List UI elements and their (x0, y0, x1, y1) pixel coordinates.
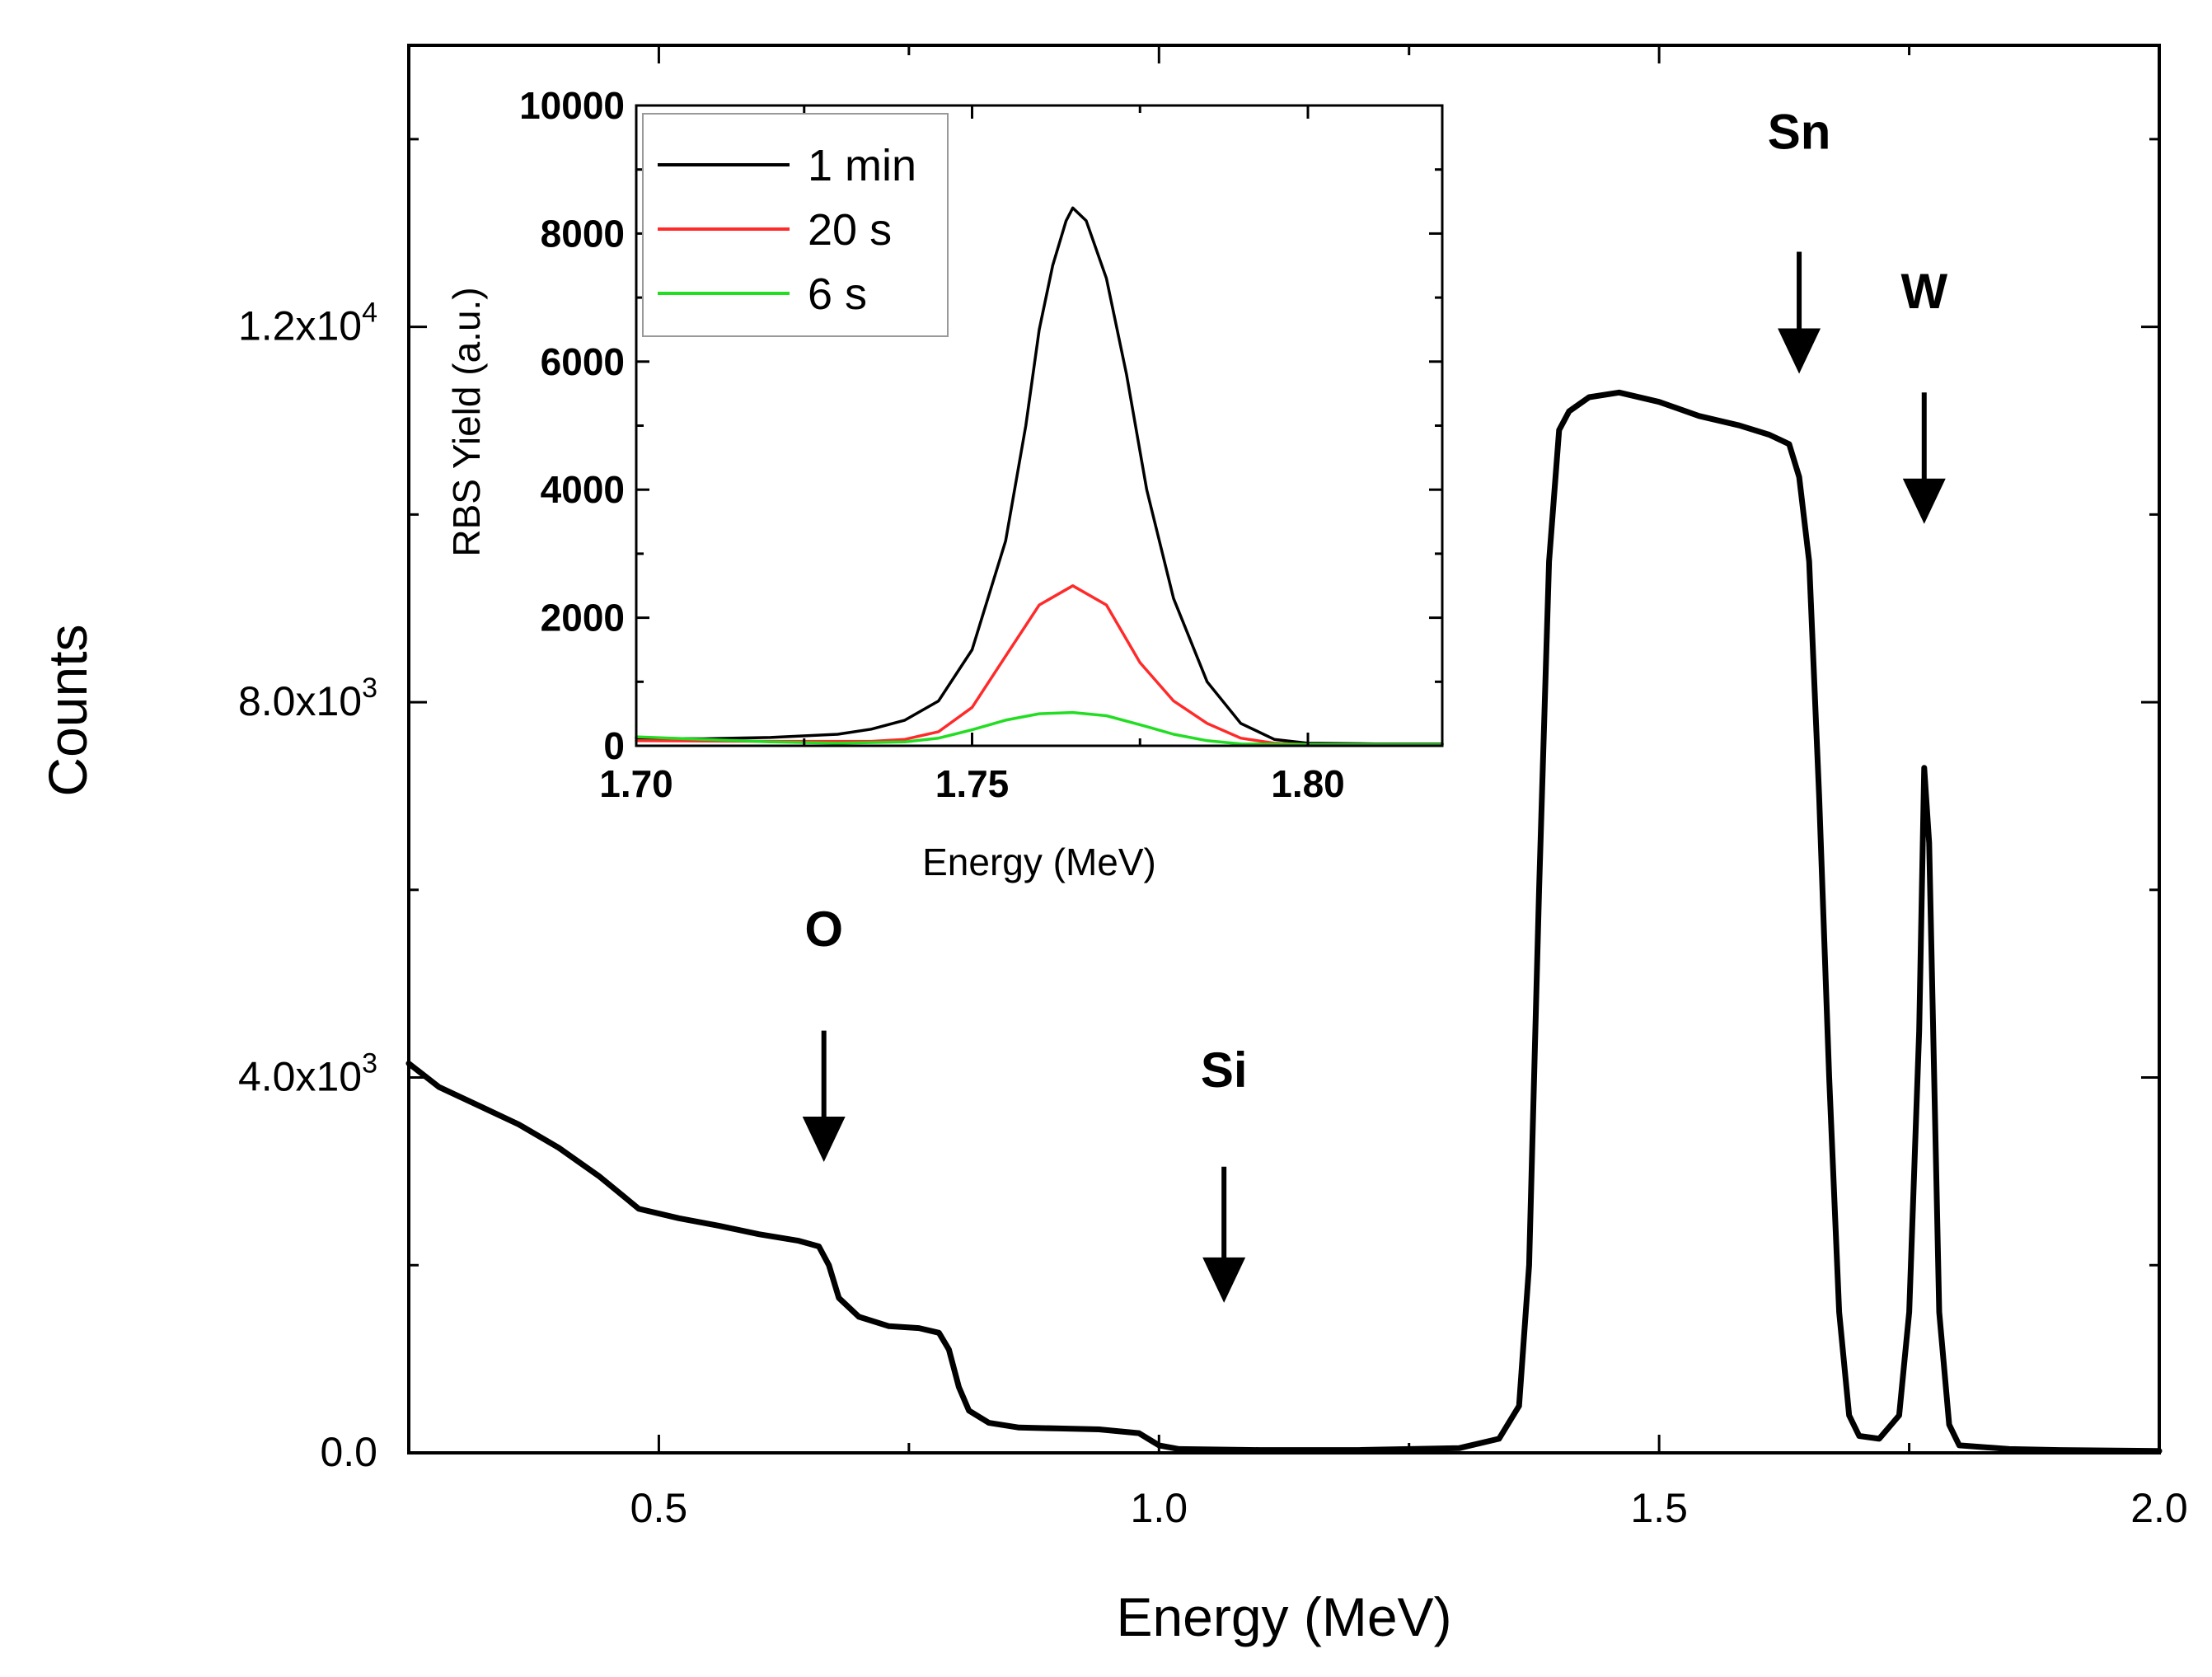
inset-x-ticks: 1.70 1.75 1.80 (599, 105, 1345, 805)
inset-x-tick-label: 1.75 (935, 762, 1010, 805)
main-x-tick-label: 1.0 (1131, 1485, 1188, 1531)
main-annotations-layer: O Si Sn W (802, 104, 1947, 1303)
inset-y-tick-label: 10000 (519, 84, 625, 127)
main-y-tick-label: 0.0 (320, 1429, 377, 1475)
arrow-head-w (1902, 478, 1946, 524)
inset-series-layer (635, 206, 1444, 747)
inset-series-line-1-min (635, 206, 1444, 746)
inset-legend: 1 min 20 s 6 s (642, 113, 949, 337)
inset-y-tick-label: 6000 (541, 340, 625, 383)
main-series-layer (405, 389, 2163, 1454)
inset-series-line-6-s (635, 710, 1444, 747)
main-y-tick-label-exponent: 4 (362, 297, 377, 329)
main-x-tick-label: 2.0 (2130, 1485, 2188, 1531)
legend-label-20-s: 20 s (808, 205, 892, 255)
main-plot-frame (407, 44, 2161, 1454)
element-label-si: Si (1201, 1042, 1248, 1098)
main-y-tick-label: 4.0x103 (238, 1048, 377, 1100)
inset-y-tick-label: 2000 (541, 597, 625, 639)
main-y-tick-label-exponent: 3 (362, 672, 377, 704)
main-y-tick-label: 1.2x104 (238, 297, 377, 349)
legend-label-6-s: 6 s (808, 269, 867, 319)
inset-y-tick-label-base: 8000 (541, 212, 625, 255)
inset-y-tick-label-base: 4000 (541, 468, 625, 511)
main-y-tick-label-base: 4.0x10 (238, 1054, 362, 1100)
legend-label-1-min: 1 min (808, 141, 916, 190)
legend-box (642, 113, 949, 337)
inset-y-axis-title: RBS Yield (a.u.) (445, 287, 488, 556)
inset-y-tick-label: 0 (603, 724, 625, 767)
main-series-line-RBS-spectrum (405, 389, 2163, 1454)
inset-y-tick-label: 4000 (541, 468, 625, 511)
main-y-tick-label: 8.0x103 (238, 672, 377, 724)
inset-plot: 1.70 1.75 1.80 0 2000 4000 6000 8000 10000 Ener… (445, 84, 1444, 883)
main-x-axis-title: Energy (MeV) (1116, 1586, 1451, 1647)
arrow-head-o (802, 1117, 846, 1163)
inset-y-tick-label-base: 0 (603, 724, 625, 767)
inset-x-tick-label: 1.80 (1271, 762, 1345, 805)
main-x-tick-label: 1.5 (1630, 1485, 1688, 1531)
main-y-tick-label-base: 1.2x10 (238, 303, 362, 349)
arrow-head-sn (1778, 328, 1821, 374)
element-label-w: W (1900, 264, 1947, 319)
element-label-o: O (804, 902, 843, 957)
inset-x-tick-label: 1.70 (599, 762, 673, 805)
main-y-tick-label-exponent: 3 (362, 1048, 377, 1080)
inset-y-tick-label-base: 2000 (541, 597, 625, 639)
arrow-head-si (1202, 1257, 1246, 1303)
main-y-tick-label-base: 0.0 (320, 1429, 377, 1475)
inset-y-tick-label-base: 6000 (541, 340, 625, 383)
inset-y-tick-label: 8000 (541, 212, 625, 255)
main-x-ticks: 0.5 1.0 1.5 2.0 (407, 45, 2188, 1531)
inset-x-axis-title: Energy (MeV) (922, 841, 1156, 883)
element-label-sn: Sn (1768, 104, 1831, 159)
inset-y-tick-label-base: 10000 (519, 84, 625, 127)
main-x-tick-label: 0.5 (630, 1485, 688, 1531)
inset-y-ticks: 0 2000 4000 6000 8000 10000 (519, 84, 1442, 767)
main-y-axis-title: Counts (37, 624, 98, 796)
main-y-tick-label-base: 8.0x10 (238, 678, 362, 724)
inset-series-line-20-s (635, 584, 1444, 747)
